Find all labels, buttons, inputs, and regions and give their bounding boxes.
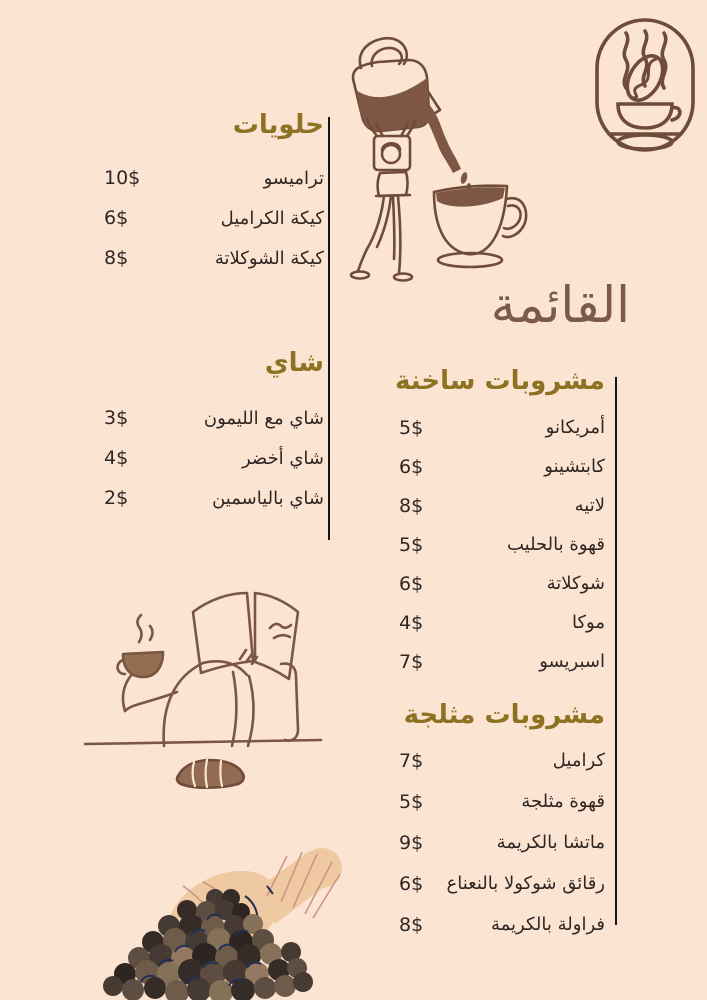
item-price: 8$ [399,494,424,517]
item-price: 7$ [399,749,424,772]
section-hot-drinks: مشروبات ساخنة أمريكانو 5$ كابتشينو 6$ لا… [393,360,605,681]
menu-item: قهوة بالحليب 5$ [393,525,605,564]
menu-item: أمريكانو 5$ [393,408,605,447]
item-name: كراميل [552,750,605,771]
menu-item: كيكة الشوكلاتة 8$ [98,238,324,278]
item-name: أمريكانو [545,417,605,438]
item-name: قهوة مثلجة [521,791,605,812]
section-desserts: حلويات تراميسو 10$ كيكة الكراميل 6$ كيكة… [98,104,324,278]
coffee-beans-scoop-illustration [103,848,342,1000]
reading-person-illustration [83,591,323,790]
item-price: 5$ [399,533,424,556]
item-price: 6$ [104,207,129,229]
pouring-coffee-illustration [349,36,528,282]
menu-item: رقائق شوكولا بالنعناع 6$ [393,863,605,904]
menu-item: شاي بالياسمين 2$ [98,478,324,518]
section-header-tea: شاي [264,348,324,378]
item-name: لاتيه [574,495,605,516]
item-price: 6$ [399,572,424,595]
item-name: شاي مع الليمون [203,407,324,429]
item-price: 4$ [399,611,424,634]
menu-item: قهوة مثلجة 5$ [393,781,605,822]
menu-item: لاتيه 8$ [393,486,605,525]
menu-item: شاي مع الليمون 3$ [98,398,324,438]
item-price: 6$ [399,872,424,895]
menu-item: تراميسو 10$ [98,158,324,198]
menu-item: فراولة بالكريمة 8$ [393,904,605,945]
item-name: موكا [572,612,605,633]
item-name: فراولة بالكريمة [490,914,605,935]
right-column-divider [615,377,617,925]
item-price: 5$ [399,416,424,439]
menu-item: اسبريسو 7$ [393,642,605,681]
section-header-iced-drinks: مشروبات مثلجة [403,700,605,730]
item-name: اسبريسو [539,651,605,672]
coffee-logo-icon [595,18,695,152]
item-price: 6$ [399,455,424,478]
menu-item: موكا 4$ [393,603,605,642]
item-price: 4$ [104,447,129,469]
section-header-desserts: حلويات [232,110,324,140]
menu-item: كراميل 7$ [393,740,605,781]
item-name: كابتشينو [544,456,605,477]
left-column-divider [328,117,330,540]
item-name: كيكة الشوكلاتة [214,247,324,269]
item-price: 10$ [104,167,141,189]
item-price: 2$ [104,487,129,509]
item-name: شاي بالياسمين [212,487,324,509]
item-name: ماتشا بالكريمة [496,832,605,853]
menu-title: القائمة [490,276,630,334]
section-tea: شاي شاي مع الليمون 3$ شاي أخضر 4$ شاي با… [98,342,324,518]
item-name: شاي أخضر [241,447,324,469]
section-header-hot-drinks: مشروبات ساخنة [394,366,605,396]
menu-item: ماتشا بالكريمة 9$ [393,822,605,863]
menu-item: شوكلاتة 6$ [393,564,605,603]
item-price: 3$ [104,407,129,429]
item-name: قهوة بالحليب [506,534,605,555]
item-price: 8$ [399,913,424,936]
item-name: تراميسو [263,167,324,189]
item-price: 5$ [399,790,424,813]
item-name: كيكة الكراميل [220,207,324,229]
item-name: رقائق شوكولا بالنعناع [446,873,605,894]
item-name: شوكلاتة [546,573,605,594]
item-price: 7$ [399,650,424,673]
item-price: 8$ [104,247,129,269]
item-price: 9$ [399,831,424,854]
section-iced-drinks: مشروبات مثلجة كراميل 7$ قهوة مثلجة 5$ ما… [393,694,605,945]
menu-item: كابتشينو 6$ [393,447,605,486]
menu-item: كيكة الكراميل 6$ [98,198,324,238]
menu-item: شاي أخضر 4$ [98,438,324,478]
